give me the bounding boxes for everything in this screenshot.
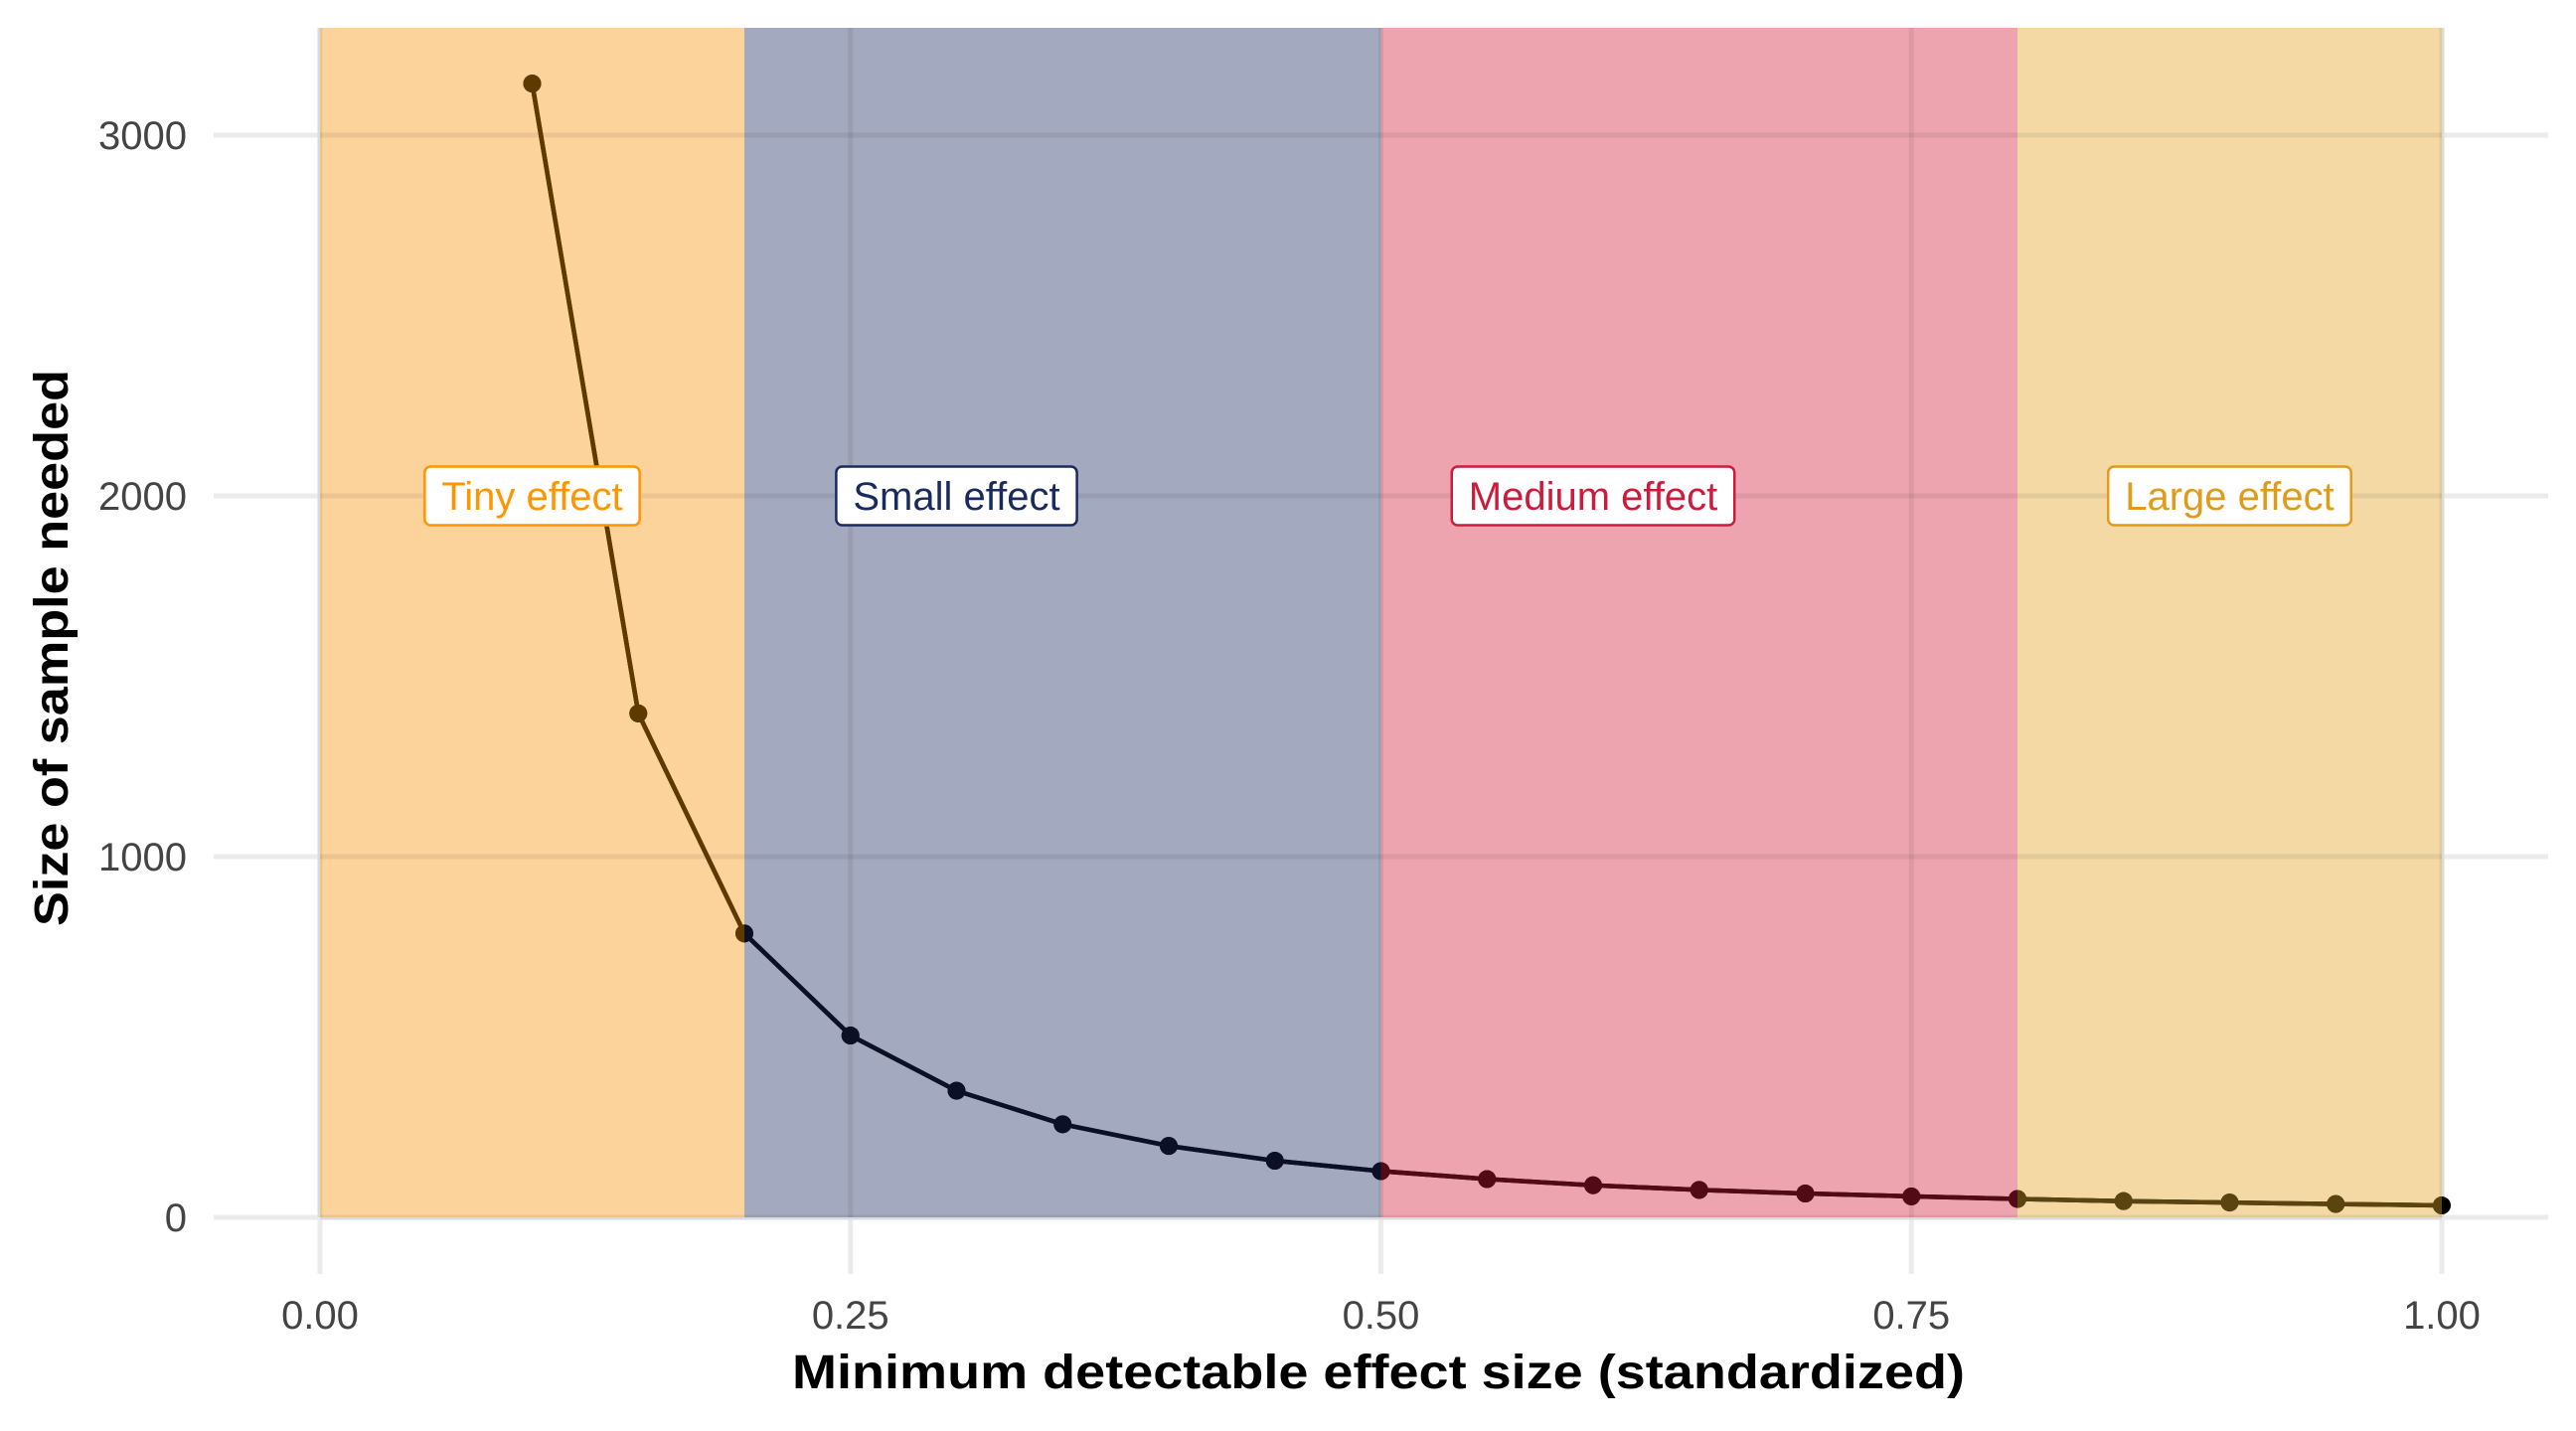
series-layer-tiny xyxy=(523,75,744,943)
band-label-medium: Medium effect xyxy=(1450,465,1736,527)
y-tick-label: 0 xyxy=(165,1196,187,1240)
data-point-0.50 xyxy=(1380,1162,1390,1181)
data-point-0.20 xyxy=(735,924,744,943)
band-label-text: Tiny effect xyxy=(441,475,622,519)
band-label-tiny: Tiny effect xyxy=(423,465,641,527)
data-point-0.10 xyxy=(523,75,542,93)
data-point-0.20 xyxy=(744,924,753,943)
band-label-box xyxy=(835,465,1078,527)
data-point-0.75 xyxy=(1902,1187,1921,1205)
data-point-0.80 xyxy=(2009,1190,2017,1208)
data-point-0.95 xyxy=(2327,1194,2345,1213)
data-point-0.55 xyxy=(1478,1170,1497,1189)
y-axis-ticks: 0 1000 2000 3000 xyxy=(98,114,187,1240)
band-small xyxy=(744,28,1381,1217)
gridlines-overlay xyxy=(317,28,2445,1220)
data-point-0.25 xyxy=(841,1027,860,1045)
data-point-0.65 xyxy=(1690,1181,1708,1199)
band-label-small: Small effect xyxy=(835,465,1078,527)
x-tick-label: 0.25 xyxy=(812,1294,889,1338)
series-layer-large xyxy=(2017,1190,2442,1215)
data-point-0.15 xyxy=(629,704,648,722)
band-label-text: Medium effect xyxy=(1469,475,1718,519)
y-tick-label: 1000 xyxy=(98,836,187,879)
data-point-0.80 xyxy=(2017,1190,2026,1208)
x-axis-ticks: 0.00 0.25 0.50 0.75 1.00 xyxy=(281,1294,2481,1338)
band-label-box xyxy=(1450,465,1736,527)
x-tick-label: 0.00 xyxy=(281,1294,359,1338)
data-point-0.85 xyxy=(2114,1192,2133,1210)
band-label-box xyxy=(423,465,641,527)
series-layer-medium xyxy=(1380,1162,2017,1208)
band-label-large: Large effect xyxy=(2106,465,2353,527)
data-point-0.30 xyxy=(947,1081,966,1100)
data-point-0.50 xyxy=(1371,1162,1381,1181)
data-point-0.90 xyxy=(2220,1193,2239,1212)
y-tick-label: 3000 xyxy=(98,114,187,158)
effect-bands xyxy=(320,28,2442,1217)
band-medium xyxy=(1380,28,2017,1217)
series-layer-small xyxy=(744,924,1381,1181)
band-large xyxy=(2017,28,2442,1217)
x-tick-label: 1.00 xyxy=(2403,1294,2481,1338)
data-point-0.60 xyxy=(1584,1176,1602,1194)
band-tiny xyxy=(320,28,744,1217)
band-label-text: Large effect xyxy=(2125,475,2334,519)
band-labels: Tiny effect Small effect Medium effect Larg… xyxy=(423,465,2353,527)
y-axis-title: Size of sample needed xyxy=(26,370,79,926)
data-point-0.45 xyxy=(1265,1152,1284,1171)
band-label-box xyxy=(2106,465,2353,527)
data-point-1.00 xyxy=(2433,1196,2442,1215)
data-point-0.40 xyxy=(1160,1137,1178,1156)
x-axis-title: Minimum detectable effect size (standard… xyxy=(792,1347,1965,1399)
band-label-text: Small effect xyxy=(853,475,1059,519)
data-point-0.35 xyxy=(1053,1115,1072,1134)
y-tick-label: 2000 xyxy=(98,475,187,519)
data-point-0.70 xyxy=(1796,1185,1815,1203)
x-tick-label: 0.75 xyxy=(1872,1294,1950,1338)
data-series xyxy=(523,75,2451,1215)
x-tick-label: 0.50 xyxy=(1343,1294,1420,1338)
